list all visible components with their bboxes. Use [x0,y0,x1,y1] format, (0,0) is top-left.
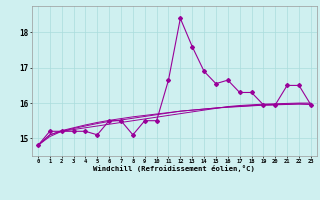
X-axis label: Windchill (Refroidissement éolien,°C): Windchill (Refroidissement éolien,°C) [93,165,255,172]
